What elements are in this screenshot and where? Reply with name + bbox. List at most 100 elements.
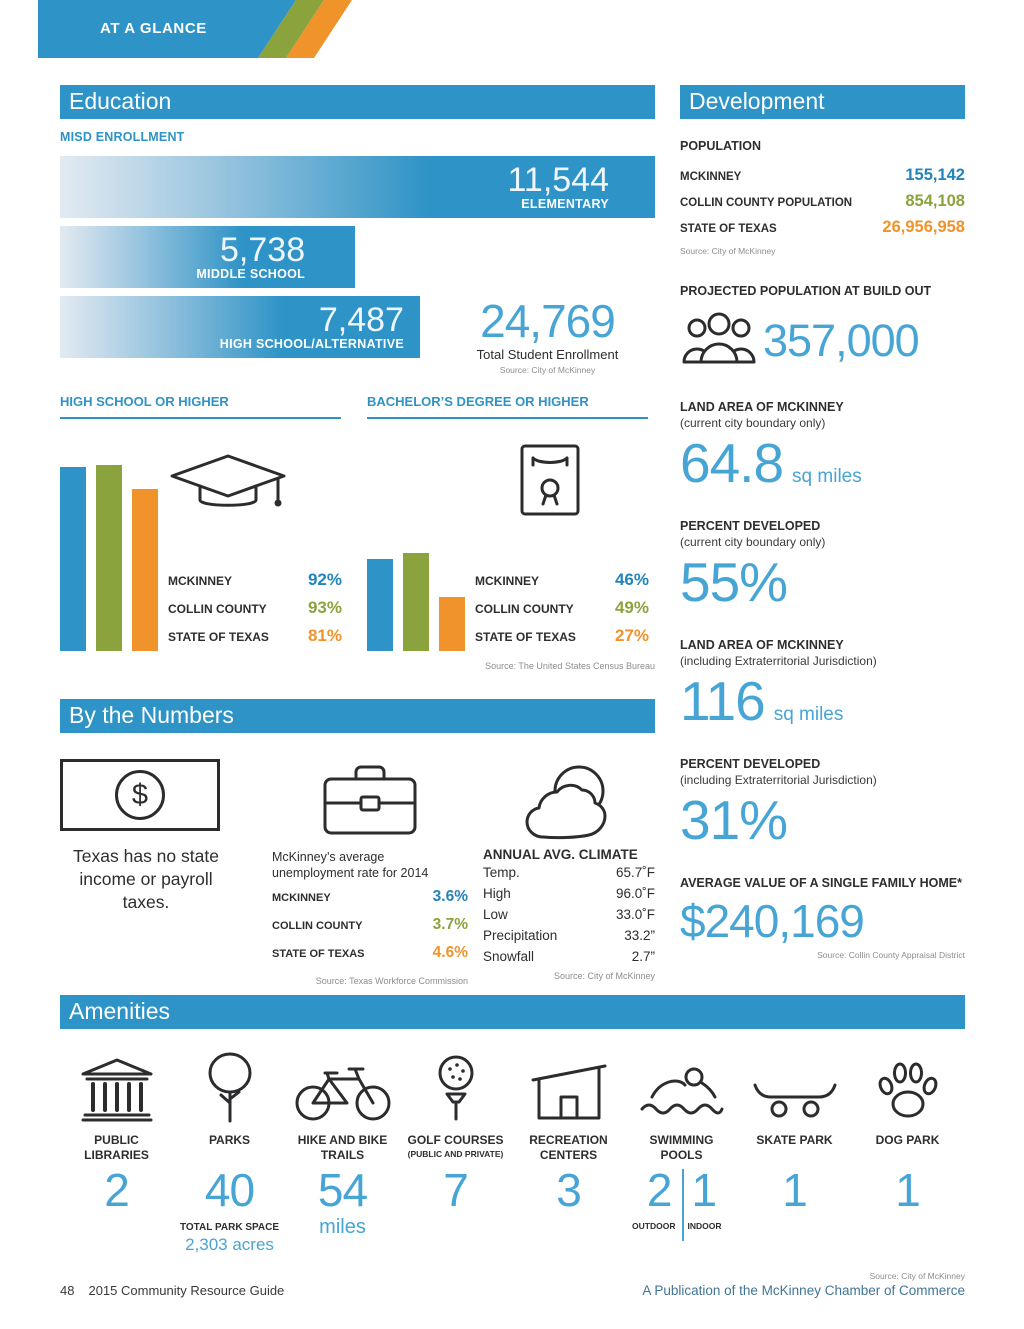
percent-developed-stat: 55%	[680, 555, 965, 610]
land-area-stat: 64.8 sq miles	[680, 436, 965, 491]
development-section-header: Development	[680, 85, 965, 119]
briefcase-icon	[272, 759, 468, 839]
development-column: Development POPULATION MCKINNEY 155,142 …	[680, 85, 965, 960]
total-enrollment-value: 24,769	[480, 295, 616, 347]
amenity-label: PARKS	[208, 1133, 251, 1147]
climate-row: Low 33.0˚F	[483, 904, 655, 925]
stat-value: 854,108	[905, 192, 965, 210]
amenities-row: PUBLIC LIBRARIES 2 PARKS 40 TOTAL PARK S…	[60, 1051, 965, 1255]
land-area-etj-sub: (including Extraterritorial Jurisdiction…	[680, 654, 877, 668]
swimming-pools-values: 2 1 OUTDOOR INDOOR	[625, 1167, 738, 1241]
total-enrollment: 24,769 Total Student Enrollment Source: …	[440, 295, 655, 376]
misd-enrollment-heading: MISD ENROLLMENT	[60, 130, 185, 144]
enrollment-value: 7,487	[318, 300, 404, 339]
bar-state-of-texas	[132, 489, 158, 651]
amenity-label: DOG PARK	[875, 1133, 940, 1147]
home-value-heading: AVERAGE VALUE OF A SINGLE FAMILY HOME*	[680, 876, 962, 890]
stat-row: STATE OF TEXAS 81%	[168, 626, 342, 654]
enrollment-bar-middle: 5,738 MIDDLE SCHOOL	[60, 226, 356, 288]
stat-value: 55%	[680, 551, 788, 613]
high-school-heading: HIGH SCHOOL OR HIGHER	[60, 394, 341, 419]
page-number: 48	[60, 1283, 75, 1298]
stat-row: STATE OF TEXAS 4.6%	[272, 944, 468, 972]
amenities-section-header: Amenities	[60, 995, 965, 1029]
stat-label: COLLIN COUNTY	[272, 919, 363, 932]
amenity-value: 2	[104, 1164, 130, 1216]
amenity-value: 3	[556, 1164, 582, 1216]
stat-value: 26,956,958	[882, 218, 965, 236]
stat-label: STATE OF TEXAS	[475, 630, 576, 644]
pool-labels: OUTDOOR INDOOR	[625, 1221, 738, 1231]
high-school-attainment: HIGH SCHOOL OR HIGHER	[60, 394, 348, 671]
swimmer-icon	[625, 1051, 738, 1123]
stat-label: COLLIN COUNTY	[475, 602, 574, 616]
amenity-label: HIKE AND BIKE TRAILS	[297, 1133, 388, 1162]
paw-icon	[851, 1051, 964, 1123]
climate-value: 96.0˚F	[615, 886, 655, 901]
stat-value: 31%	[680, 789, 788, 851]
stat-row: COLLIN COUNTY 3.7%	[272, 916, 468, 944]
stat-value: 46%	[614, 570, 649, 589]
bachelors-heading: BACHELOR’S DEGREE OR HIGHER	[367, 394, 648, 419]
bar-mckinney	[367, 559, 393, 651]
stat-unit: sq miles	[773, 704, 844, 725]
enrollment-value: 5,738	[220, 230, 306, 269]
stat-label: STATE OF TEXAS	[680, 223, 777, 235]
golf-label: GOLF COURSES	[407, 1133, 504, 1147]
tree-icon	[173, 1051, 286, 1123]
page-footer: 48 2015 Community Resource Guide A Publi…	[60, 1283, 965, 1298]
amenity-label: SKATE PARK	[756, 1133, 833, 1147]
enrollment-value: 11,544	[507, 160, 609, 199]
land-area-heading: LAND AREA OF MCKINNEY	[680, 400, 844, 414]
taxes-block: $ Texas has no state income or payroll t…	[60, 759, 272, 986]
stat-unit: sq miles	[792, 466, 862, 487]
park-space-heading: TOTAL PARK SPACE	[179, 1222, 280, 1233]
bar-collin-county	[96, 465, 122, 651]
climate-label: Snowfall	[483, 949, 535, 964]
climate-rows: Temp. 65.7˚F High 96.0˚F Low 33.0˚F Prec…	[483, 862, 655, 967]
climate-label: Precipitation	[483, 928, 558, 943]
banner: AT A GLANCE	[38, 0, 378, 58]
amenity-value: 40	[204, 1164, 255, 1216]
stat-row: MCKINNEY 46%	[475, 570, 649, 598]
unemployment-source: Source: Texas Workforce Commission	[315, 975, 468, 986]
amenity-value: 54	[317, 1164, 368, 1216]
sun-cloud-icon	[483, 759, 655, 843]
land-area-etj-stat: 116 sq miles	[680, 674, 965, 729]
taxes-text: Texas has no state income or payroll tax…	[73, 846, 219, 913]
climate-row: High 96.0˚F	[483, 883, 655, 904]
amenity-value: 7	[443, 1164, 469, 1216]
amenity-recreation-centers: RECREATION CENTERS 3	[512, 1051, 625, 1255]
enrollment-bar-high-school: 7,487 HIGH SCHOOL/ALTERNATIVE	[60, 296, 420, 358]
amenity-label: RECREATION CENTERS	[529, 1133, 608, 1162]
golf-sub-label: (PUBLIC AND PRIVATE)	[407, 1149, 504, 1159]
amenity-label: GOLF COURSES (PUBLIC AND PRIVATE)	[399, 1133, 512, 1163]
diploma-icon	[519, 443, 581, 522]
climate-heading: ANNUAL AVG. CLIMATE	[483, 847, 638, 862]
percent-developed-sub: (current city boundary only)	[680, 535, 826, 549]
percent-developed-etj-sub: (including Extraterritorial Jurisdiction…	[680, 773, 877, 787]
buildout-stat: 357,000	[680, 309, 965, 372]
percent-developed-etj-heading: PERCENT DEVELOPED	[680, 757, 821, 771]
stat-label: MCKINNEY	[168, 574, 233, 588]
climate-source: Source: City of McKinney	[553, 971, 655, 981]
amenity-dog-park: DOG PARK 1	[851, 1051, 964, 1255]
bachelors-rows: MCKINNEY 46% COLLIN COUNTY 49% STATE OF …	[475, 570, 649, 654]
climate-block: ANNUAL AVG. CLIMATE Temp. 65.7˚F High 96…	[483, 759, 655, 986]
stat-row: COLLIN COUNTY POPULATION 854,108	[680, 192, 965, 218]
footer-left: 48 2015 Community Resource Guide	[60, 1283, 284, 1298]
golf-ball-icon	[399, 1051, 512, 1123]
stat-label: COLLIN COUNTY	[168, 602, 267, 616]
home-value-source: Source: Collin County Appraisal District	[817, 950, 965, 961]
land-area-etj-heading: LAND AREA OF MCKINNEY	[680, 638, 844, 652]
stat-value: 4.6%	[432, 943, 468, 961]
enrollment-bar-chart: 11,544 ELEMENTARY 5,738 MIDDLE SCHOOL 7,…	[60, 156, 655, 358]
stat-value: 3.6%	[432, 887, 468, 905]
bar-state-of-texas	[439, 597, 465, 651]
census-source: Source: The United States Census Bureau	[485, 661, 655, 671]
climate-label: High	[483, 886, 511, 901]
stat-value: 155,142	[905, 166, 965, 184]
amenity-label: SWIMMING POOLS	[649, 1133, 714, 1162]
unemployment-caption: McKinney’s average unemployment rate for…	[272, 850, 429, 881]
